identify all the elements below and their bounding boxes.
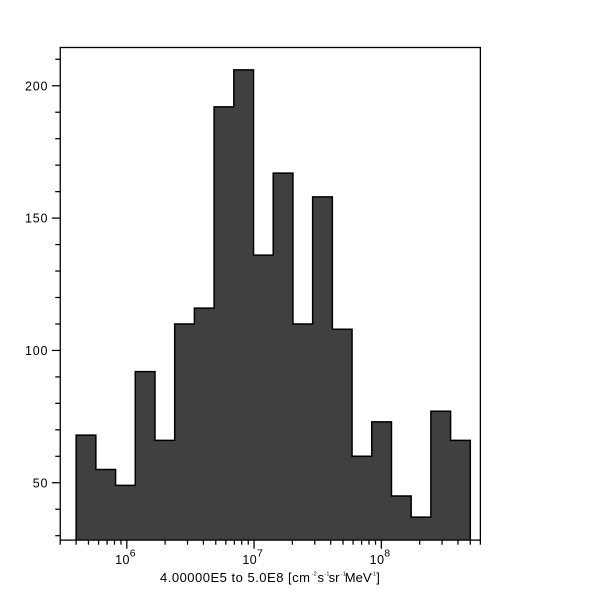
- svg-text:7: 7: [257, 548, 263, 560]
- svg-text:4.00000E5 to 5.0E8 [cm: 4.00000E5 to 5.0E8 [cm: [160, 570, 310, 585]
- svg-text:6: 6: [130, 548, 136, 560]
- svg-text:150: 150: [25, 212, 48, 226]
- svg-text:-1: -1: [325, 572, 330, 578]
- svg-text:s: s: [318, 570, 325, 585]
- svg-text:-2: -2: [312, 572, 317, 578]
- svg-text:10: 10: [370, 553, 385, 567]
- svg-text:200: 200: [25, 79, 48, 93]
- svg-text:MeV: MeV: [345, 570, 372, 585]
- svg-text:8: 8: [384, 548, 390, 560]
- svg-text:10: 10: [115, 553, 130, 567]
- svg-text:]: ]: [376, 570, 380, 585]
- svg-text:-1: -1: [371, 572, 376, 578]
- svg-text:100: 100: [25, 344, 48, 358]
- svg-text:10: 10: [242, 553, 257, 567]
- svg-text:-1: -1: [341, 572, 346, 578]
- svg-text:sr: sr: [329, 570, 341, 585]
- svg-text:50: 50: [33, 476, 49, 490]
